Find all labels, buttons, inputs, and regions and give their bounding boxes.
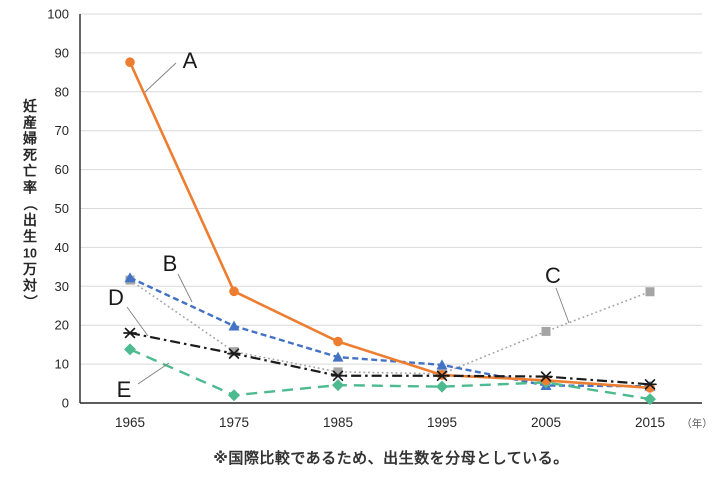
- y-axis-title-char: 妊: [23, 98, 37, 114]
- x-tick-label: 2005: [531, 415, 561, 430]
- y-axis-title-char: 婦: [22, 131, 37, 147]
- data-point: [541, 326, 551, 336]
- data-point: [645, 383, 655, 393]
- y-axis-title-char: 亡: [23, 163, 37, 179]
- y-axis-title-char: 率: [23, 180, 37, 196]
- x-tick-label: 1995: [427, 415, 457, 430]
- series-D-line: [129, 331, 651, 386]
- y-axis-title-char: 出: [23, 212, 37, 228]
- data-point: [228, 389, 240, 402]
- y-axis-title-char: ）: [22, 295, 38, 309]
- data-point: [331, 370, 345, 382]
- x-tick-label: 1985: [323, 415, 353, 430]
- data-point: [124, 343, 136, 356]
- data-point: [333, 336, 343, 347]
- y-tick-label: 70: [55, 123, 69, 138]
- data-point: [228, 320, 240, 331]
- series-label-leader-E: [137, 362, 170, 385]
- y-tick-labels: 0 10 20 30 40 50 60 70 80 90 100: [47, 7, 69, 411]
- data-point: [332, 379, 344, 392]
- series-label-leader-A: [144, 62, 177, 93]
- series-D: [123, 327, 657, 390]
- data-point: [229, 347, 239, 357]
- series-label-C: C: [545, 263, 561, 288]
- line-chart: 0 10 20 30 40 50 60 70 80 90 100 1965 1975 1985 1995 20…: [22, 7, 713, 431]
- series-B-line: [129, 276, 651, 388]
- x-tick-labels: 1965 1975 1985 1995 2005 2015: [115, 415, 665, 430]
- series-C-line: [129, 279, 651, 375]
- y-tick-label: 20: [55, 318, 69, 333]
- y-tick-label: 90: [55, 45, 69, 60]
- data-point: [436, 380, 448, 393]
- data-point: [643, 379, 657, 390]
- series-label-leader-B: [177, 273, 193, 303]
- y-tick-label: 10: [55, 357, 69, 372]
- y-tick-label: 80: [55, 84, 69, 99]
- series-C: [125, 275, 655, 379]
- y-tick-label: 40: [55, 240, 69, 255]
- series-label-A: A: [183, 48, 198, 73]
- data-point: [539, 371, 553, 382]
- y-tick-label: 100: [47, 7, 69, 22]
- y-axis-title-char: 生: [23, 228, 37, 244]
- data-point: [125, 57, 135, 68]
- data-point: [332, 351, 344, 362]
- series-A-line: [128, 61, 651, 390]
- series-A: [125, 57, 655, 393]
- data-point: [644, 393, 656, 406]
- y-axis-title-char: 死: [22, 147, 37, 163]
- y-axis-title-char: 10: [23, 247, 37, 261]
- data-point: [435, 370, 449, 382]
- data-point: [229, 286, 239, 297]
- y-tick-label: 30: [55, 279, 69, 294]
- gridlines: [80, 13, 702, 365]
- data-point: [333, 367, 343, 377]
- x-tick-label: 1975: [219, 415, 249, 430]
- x-tick-label: 1965: [115, 415, 145, 430]
- series-label-E: E: [117, 377, 132, 402]
- series-B: [124, 272, 656, 391]
- y-axis-title-char: 産: [23, 114, 37, 130]
- y-axis-title-char: （: [22, 197, 38, 211]
- series-label-B: B: [163, 251, 178, 276]
- y-axis-title-char: 万: [22, 261, 37, 277]
- x-axis-unit: （年）: [681, 417, 713, 430]
- data-point: [645, 287, 655, 297]
- chart-footnote: ※国際比較であるため、出生数を分母としている。: [213, 450, 569, 467]
- data-point: [124, 272, 136, 283]
- series-E: [124, 343, 656, 406]
- y-tick-label: 0: [62, 396, 69, 411]
- series-label-leader-C: [555, 287, 570, 324]
- data-point: [227, 348, 241, 359]
- y-tick-label: 50: [55, 201, 69, 216]
- series-label-leader-D: [126, 306, 149, 337]
- x-tick-label: 2015: [635, 415, 665, 430]
- series-label-D: D: [108, 285, 124, 310]
- y-axis-title-char: 対: [22, 277, 37, 293]
- data-point: [436, 359, 448, 370]
- y-tick-label: 60: [55, 162, 69, 177]
- series-E-line: [129, 348, 651, 401]
- data-point: [123, 327, 137, 339]
